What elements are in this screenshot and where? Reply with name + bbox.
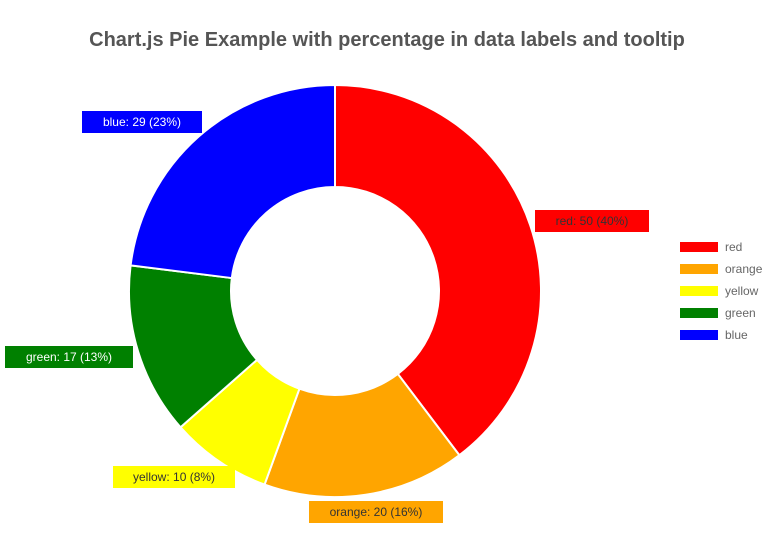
legend-swatch bbox=[680, 264, 718, 274]
legend-label: red bbox=[725, 240, 743, 254]
slice-orange[interactable] bbox=[263, 372, 461, 498]
data-label-green: green: 17 (13%) bbox=[5, 346, 133, 368]
legend-swatch bbox=[680, 242, 718, 252]
legend-label: green bbox=[725, 306, 756, 320]
legend-label: yellow bbox=[725, 284, 759, 298]
data-label-orange: orange: 20 (16%) bbox=[309, 501, 443, 523]
slice-red[interactable] bbox=[334, 83, 542, 457]
data-label-blue: blue: 29 (23%) bbox=[82, 111, 202, 133]
data-label-red: red: 50 (40%) bbox=[535, 210, 649, 232]
legend-label: orange bbox=[725, 262, 763, 276]
data-label-yellow: yellow: 10 (8%) bbox=[113, 466, 235, 488]
legend-label: blue bbox=[725, 328, 748, 342]
slice-blue[interactable] bbox=[129, 83, 336, 280]
chart-title: Chart.js Pie Example with percentage in … bbox=[89, 29, 685, 51]
legend-swatch bbox=[680, 308, 718, 318]
legend-swatch bbox=[680, 330, 718, 340]
legend-swatch bbox=[680, 286, 718, 296]
